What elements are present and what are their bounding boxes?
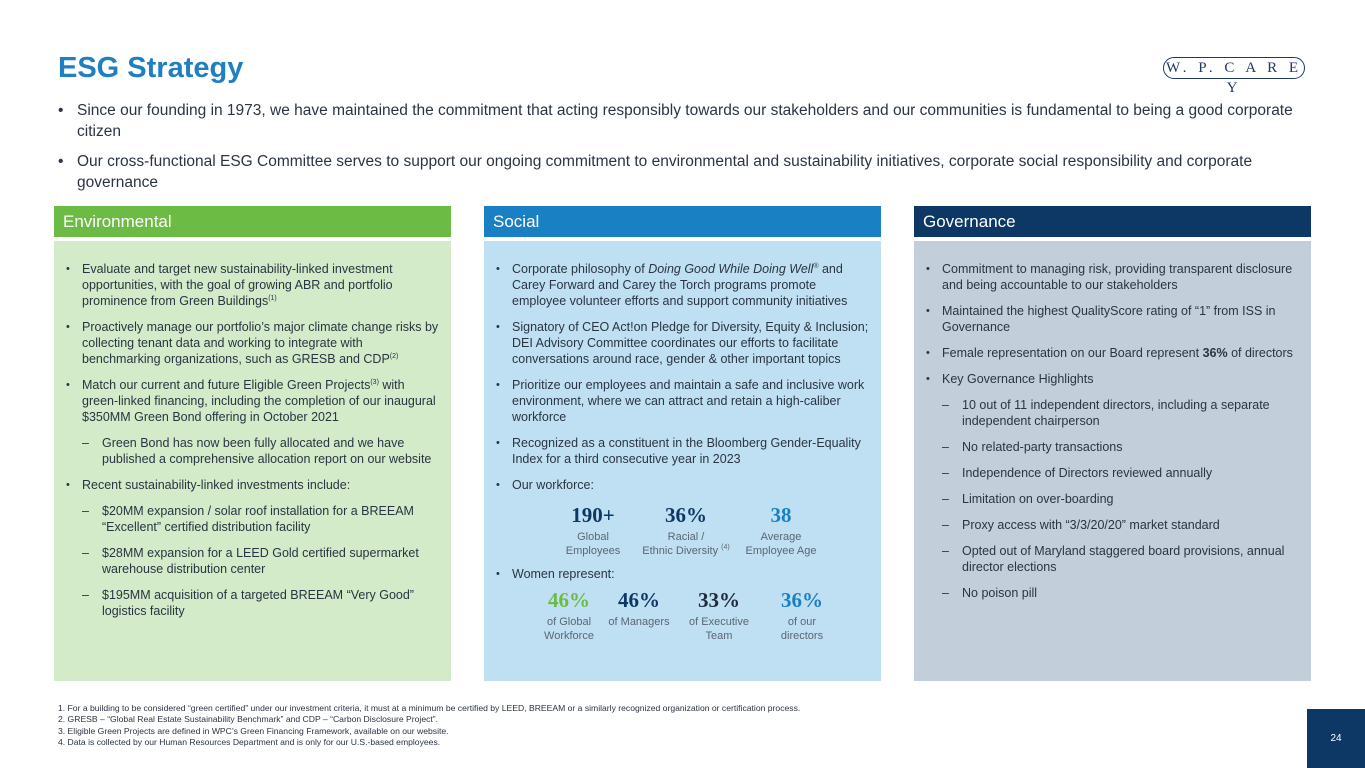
sub-item: 10 out of 11 independent directors, incl… (924, 397, 1299, 429)
governance-panel: Commitment to managing risk, providing t… (914, 241, 1311, 681)
footnotes: 1. For a building to be considered “gree… (58, 703, 1058, 749)
page-number: 24 (1307, 709, 1365, 768)
list-item: Evaluate and target new sustainability-l… (64, 261, 439, 309)
sub-item: No poison pill (924, 585, 1299, 601)
list-item: Proactively manage our portfolio’s major… (64, 319, 439, 367)
social-heading: Social (484, 206, 881, 237)
list-item: Recent sustainability-linked investments… (64, 477, 439, 493)
list-item: Prioritize our employees and maintain a … (494, 377, 869, 425)
footnote: 4. Data is collected by our Human Resour… (58, 737, 441, 748)
sub-item: Limitation on over-boarding (924, 491, 1299, 507)
sub-item: Opted out of Maryland staggered board pr… (924, 543, 1299, 575)
list-item: Recognized as a constituent in the Bloom… (494, 435, 869, 467)
page-title: ESG Strategy (58, 52, 244, 84)
intro-bullet: Our cross-functional ESG Committee serve… (58, 151, 1298, 193)
women-stats: 46% of Global Workforce 46% of Managers 3… (494, 588, 869, 643)
intro-bullet: Since our founding in 1973, we have main… (58, 100, 1298, 142)
sub-item: $28MM expansion for a LEED Gold certifie… (64, 545, 439, 577)
stat-women-workforce: 46% of Global Workforce (544, 588, 594, 642)
sub-item: Proxy access with “3/3/20/20” market sta… (924, 517, 1299, 533)
social-panel: Corporate philosophy of Doing Good While… (484, 241, 881, 681)
list-item: Our workforce: (494, 477, 869, 493)
stat-racial-diversity: 36% Racial / Ethnic Diversity (4) (642, 503, 730, 557)
list-item: Corporate philosophy of Doing Good While… (494, 261, 869, 309)
sub-item: Independence of Directors reviewed annua… (924, 465, 1299, 481)
environmental-heading: Environmental (54, 206, 451, 237)
list-item: Women represent: (494, 566, 869, 582)
footnote: 2. GRESB – “Global Real Estate Sustainab… (58, 714, 439, 725)
footnote: 3. Eligible Green Projects are defined i… (58, 725, 449, 736)
list-item: Female representation on our Board repre… (924, 345, 1299, 361)
stat-women-directors: 36% of our directors (780, 588, 824, 642)
stat-women-executive: 33% of Executive Team (689, 588, 749, 642)
stat-global-employees: 190+ Global Employees (565, 503, 621, 557)
environmental-panel: Evaluate and target new sustainability-l… (54, 241, 451, 681)
intro-bullets: Since our founding in 1973, we have main… (58, 100, 1298, 202)
sub-item: No related-party transactions (924, 439, 1299, 455)
workforce-stats: 190+ Global Employees 36% Racial / Ethnic … (494, 503, 869, 558)
list-item: Commitment to managing risk, providing t… (924, 261, 1299, 293)
sub-item: $20MM expansion / solar roof installatio… (64, 503, 439, 535)
stat-average-age: 38 Average Employee Age (745, 503, 817, 557)
sub-item: Green Bond has now been fully allocated … (64, 435, 439, 467)
governance-heading: Governance (914, 206, 1311, 237)
list-item: Key Governance Highlights (924, 371, 1299, 387)
company-logo: W. P. C A R E Y (1163, 57, 1305, 96)
list-item: Match our current and future Eligible Gr… (64, 377, 439, 425)
footnote: 1. For a building to be considered “gree… (58, 703, 801, 713)
sub-item: $195MM acquisition of a targeted BREEAM … (64, 587, 439, 619)
list-item: Signatory of CEO Act!on Pledge for Diver… (494, 319, 869, 367)
stat-women-managers: 46% of Managers (608, 588, 670, 628)
list-item: Maintained the highest QualityScore rati… (924, 303, 1299, 335)
